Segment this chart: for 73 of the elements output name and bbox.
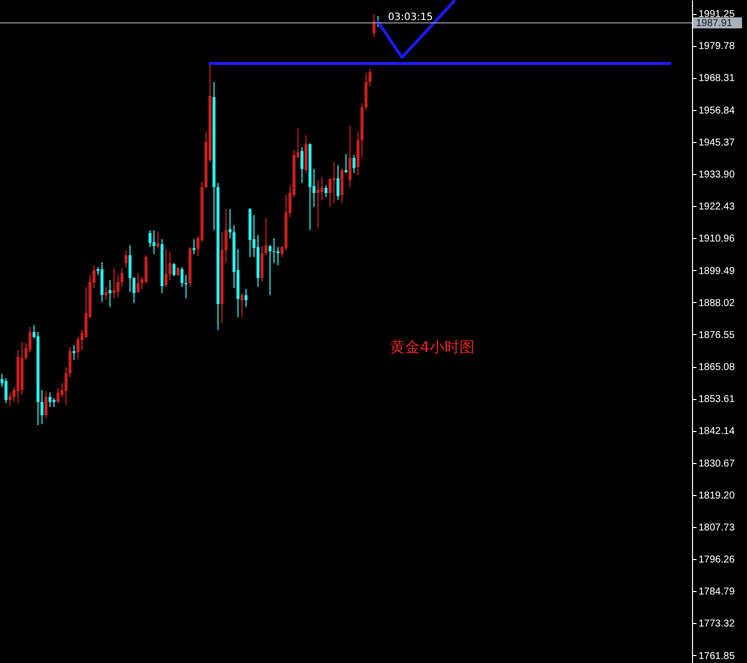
y-tick-label: 1853.61 bbox=[698, 394, 736, 406]
y-tick-label: 1842.14 bbox=[698, 426, 736, 438]
candlestick bbox=[332, 161, 336, 204]
y-tick-label: 1899.49 bbox=[698, 266, 736, 277]
y-tick-label: 1979.78 bbox=[698, 41, 736, 52]
y-tick-label: 1761.85 bbox=[698, 650, 736, 662]
y-tick-label: 1888.02 bbox=[698, 298, 736, 309]
candlestick bbox=[112, 267, 116, 299]
candlestick bbox=[136, 272, 140, 294]
candlestick bbox=[68, 346, 72, 378]
y-tick-label: 1773.32 bbox=[698, 618, 736, 630]
candlestick bbox=[72, 344, 76, 361]
candlestick bbox=[228, 208, 232, 239]
y-tick-label: 1945.37 bbox=[698, 137, 736, 148]
candlestick bbox=[56, 388, 60, 404]
candlestick bbox=[116, 274, 120, 298]
candlestick bbox=[276, 246, 280, 266]
candlestick bbox=[348, 125, 352, 188]
candlestick bbox=[48, 392, 52, 408]
y-tick-label: 1933.90 bbox=[698, 170, 736, 181]
y-tick-label: 1830.67 bbox=[698, 458, 736, 470]
line-series bbox=[376, 0, 456, 59]
candlestick bbox=[172, 262, 176, 277]
candlestick bbox=[64, 366, 68, 406]
candlestick bbox=[8, 392, 12, 407]
candlestick bbox=[104, 286, 108, 301]
candlestick bbox=[352, 154, 356, 174]
candlestick bbox=[372, 13, 376, 38]
candlestick bbox=[168, 252, 172, 281]
y-tick-label: 1968.31 bbox=[698, 73, 736, 84]
y-tick-label: 1784.79 bbox=[698, 586, 736, 598]
candlestick bbox=[300, 146, 304, 184]
candlestick bbox=[4, 378, 8, 404]
candlestick bbox=[264, 218, 268, 256]
y-tick-label: 1876.55 bbox=[698, 330, 736, 341]
ref-line-label: 1987.91 bbox=[696, 18, 733, 29]
candlestick bbox=[244, 288, 248, 308]
candlestick bbox=[76, 336, 80, 360]
candlestick bbox=[368, 68, 372, 87]
candlestick bbox=[316, 180, 320, 228]
candlestick bbox=[180, 266, 184, 288]
annotation: 03:03:15 bbox=[388, 12, 433, 23]
candlestick bbox=[108, 280, 112, 308]
candlestick bbox=[184, 274, 188, 299]
y-tick-label: 1807.73 bbox=[698, 522, 736, 534]
candlestick bbox=[156, 232, 160, 249]
candlestick bbox=[336, 164, 340, 201]
candlestick bbox=[148, 230, 152, 248]
y-tick-label: 1991.25 bbox=[698, 9, 736, 20]
candlestick bbox=[344, 154, 348, 174]
candlestick bbox=[132, 276, 136, 304]
candlestick bbox=[124, 250, 128, 268]
candlestick bbox=[224, 208, 228, 264]
candlestick bbox=[120, 267, 124, 288]
candlestick bbox=[240, 292, 244, 318]
y-tick-label: 1922.43 bbox=[698, 202, 736, 213]
candlestick bbox=[40, 389, 44, 425]
candlestick bbox=[152, 230, 156, 255]
y-tick-label: 1956.84 bbox=[698, 105, 736, 116]
candlestick bbox=[272, 238, 276, 264]
y-tick-label: 1865.08 bbox=[698, 362, 736, 374]
candlestick bbox=[324, 184, 328, 198]
y-tick-label: 1819.20 bbox=[698, 490, 736, 502]
candlestick bbox=[164, 248, 168, 288]
candlestick bbox=[320, 176, 324, 201]
candlestick bbox=[192, 238, 196, 255]
y-tick-label: 1796.26 bbox=[698, 554, 736, 566]
candlestick bbox=[268, 244, 272, 296]
y-tick-label: 1910.96 bbox=[698, 234, 736, 245]
candlestick bbox=[44, 390, 48, 419]
candlestick bbox=[128, 244, 132, 293]
candlestick bbox=[328, 178, 332, 208]
annotation: 黄金4小时图 bbox=[390, 338, 475, 356]
